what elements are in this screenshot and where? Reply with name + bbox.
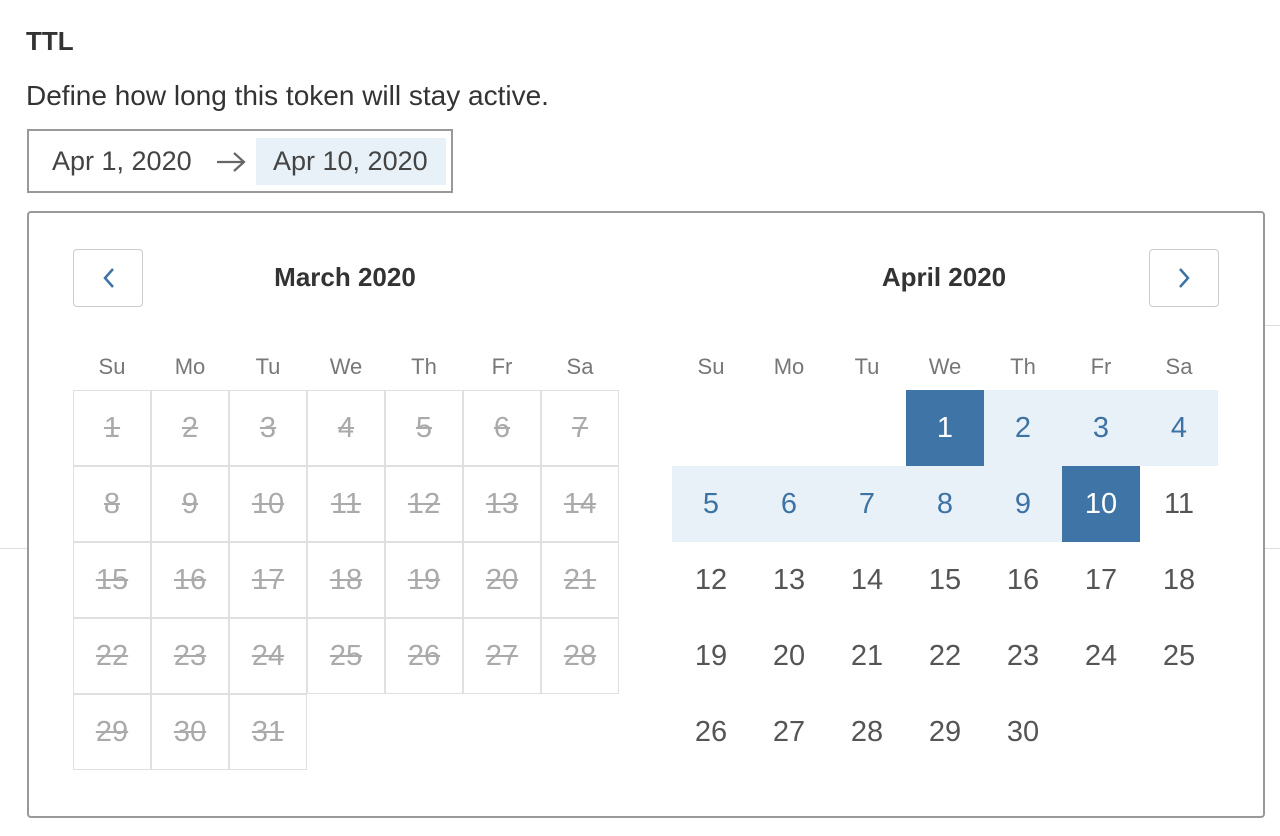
- day-cell: 11: [307, 466, 385, 542]
- day-cell[interactable]: 22: [928, 639, 962, 672]
- day-cell[interactable]: 10: [1062, 466, 1140, 542]
- day-cell: 22: [73, 618, 151, 694]
- day-cell: 29: [73, 694, 151, 770]
- weekday-label: Tu: [255, 354, 281, 379]
- day-cell[interactable]: 28: [850, 715, 884, 748]
- day-cell[interactable]: 18: [1162, 563, 1196, 596]
- day-cell[interactable]: 9: [984, 466, 1062, 542]
- weekday-label: We: [928, 354, 962, 379]
- day-cell: 14: [541, 466, 619, 542]
- end-date[interactable]: Apr 10, 2020: [273, 146, 428, 176]
- day-cell: 5: [385, 390, 463, 466]
- day-cell: 4: [307, 390, 385, 466]
- day-cell[interactable]: 30: [1006, 715, 1040, 748]
- day-cell: 18: [307, 542, 385, 618]
- date-range-input[interactable]: [27, 129, 453, 193]
- weekday-label: Mo: [773, 354, 805, 379]
- day-cell[interactable]: 5: [672, 466, 750, 542]
- field-description: Define how long this token will stay act…: [26, 80, 549, 111]
- day-cell: 17: [229, 542, 307, 618]
- day-cell: 15: [73, 542, 151, 618]
- day-cell: 2: [151, 390, 229, 466]
- day-cell[interactable]: 24: [1084, 639, 1118, 672]
- field-label: TTL: [26, 26, 74, 56]
- day-cell: 19: [385, 542, 463, 618]
- day-cell: 1: [73, 390, 151, 466]
- weekday-label: Th: [411, 354, 437, 379]
- weekday-label: Su: [697, 354, 725, 379]
- day-cell[interactable]: 12: [694, 563, 728, 596]
- day-cell[interactable]: 3: [1062, 390, 1140, 466]
- day-cell[interactable]: 7: [828, 466, 906, 542]
- weekday-label: Sa: [1165, 354, 1193, 379]
- day-cell: 8: [73, 466, 151, 542]
- day-cell: 28: [541, 618, 619, 694]
- day-cell: 26: [385, 618, 463, 694]
- day-cell: 12: [385, 466, 463, 542]
- day-cell[interactable]: 1: [906, 390, 984, 466]
- day-cell[interactable]: 19: [694, 639, 728, 672]
- day-cell: 25: [307, 618, 385, 694]
- day-cell: 23: [151, 618, 229, 694]
- day-cell: 13: [463, 466, 541, 542]
- weekday-label: Mo: [174, 354, 206, 379]
- day-cell: 24: [229, 618, 307, 694]
- day-cell[interactable]: 17: [1084, 563, 1118, 596]
- weekday-label: Su: [98, 354, 126, 379]
- day-cell: 10: [229, 466, 307, 542]
- chevron-left: [103, 268, 114, 288]
- day-cell: 7: [541, 390, 619, 466]
- day-cell: 9: [151, 466, 229, 542]
- day-cell[interactable]: 14: [850, 563, 884, 596]
- weekday-label: Fr: [1090, 354, 1112, 379]
- day-cell[interactable]: 29: [928, 715, 962, 748]
- month-title: April 2020: [881, 262, 1007, 292]
- start-date[interactable]: Apr 1, 2020: [52, 146, 192, 176]
- day-cell[interactable]: 11: [1163, 487, 1195, 520]
- background-divider: [1265, 325, 1280, 326]
- day-cell[interactable]: 27: [772, 715, 806, 748]
- day-cell[interactable]: 15: [928, 563, 962, 596]
- day-cell[interactable]: 26: [694, 715, 728, 748]
- prev-month-button[interactable]: [73, 249, 143, 307]
- day-cell: 21: [541, 542, 619, 618]
- day-cell: 16: [151, 542, 229, 618]
- day-cell[interactable]: 21: [850, 639, 884, 672]
- day-cell[interactable]: 16: [1006, 563, 1040, 596]
- day-cell[interactable]: 6: [750, 466, 828, 542]
- day-cell[interactable]: 25: [1162, 639, 1196, 672]
- next-month-button[interactable]: [1149, 249, 1219, 307]
- day-cell[interactable]: 20: [772, 639, 806, 672]
- day-cell: 3: [229, 390, 307, 466]
- day-cell: 27: [463, 618, 541, 694]
- day-cell[interactable]: 2: [984, 390, 1062, 466]
- arrow-icon: [217, 152, 246, 172]
- weekday-label: Sa: [566, 354, 594, 379]
- day-cell[interactable]: 23: [1006, 639, 1040, 672]
- day-cell[interactable]: 13: [772, 563, 806, 596]
- day-cell[interactable]: 4: [1140, 390, 1218, 466]
- weekday-label: Fr: [491, 354, 513, 379]
- day-cell: 30: [151, 694, 229, 770]
- weekday-label: Th: [1010, 354, 1036, 379]
- day-cell: 6: [463, 390, 541, 466]
- weekday-label: We: [329, 354, 363, 379]
- month-title: March 2020: [274, 262, 416, 292]
- end-date-highlight: [256, 138, 446, 185]
- weekday-label: Tu: [854, 354, 880, 379]
- day-cell[interactable]: 8: [906, 466, 984, 542]
- day-cell: 31: [229, 694, 307, 770]
- day-cell: 20: [463, 542, 541, 618]
- chevron-right: [1179, 268, 1190, 288]
